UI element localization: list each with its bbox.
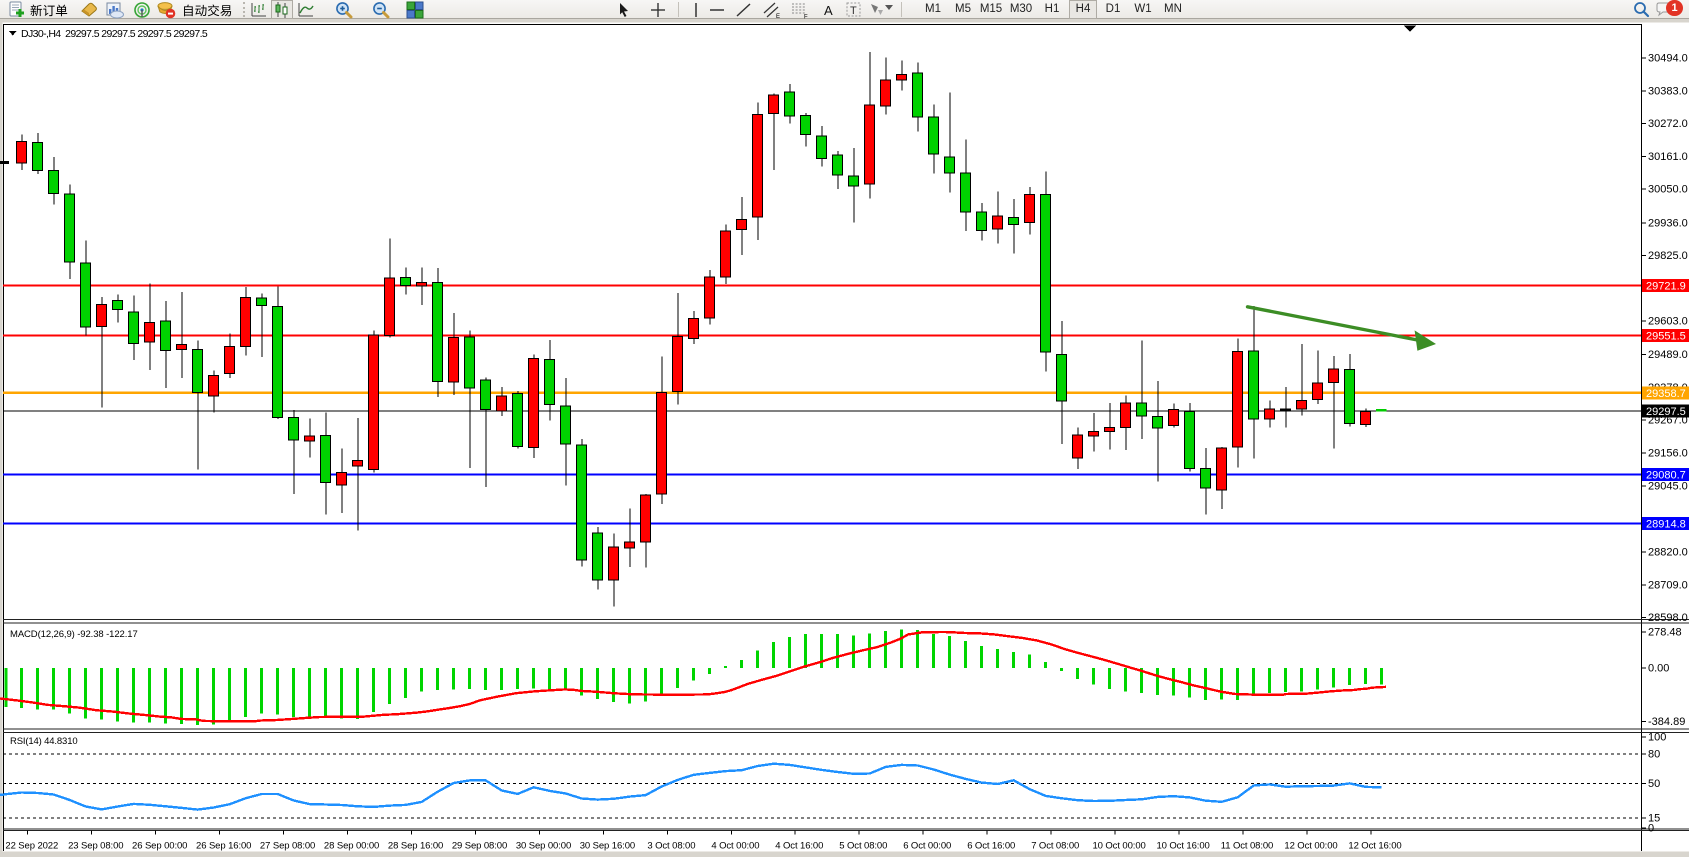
- svg-text:RSI(14) 44.8310: RSI(14) 44.8310: [10, 736, 77, 747]
- svg-text:11 Oct 08:00: 11 Oct 08:00: [1221, 841, 1274, 852]
- svg-text:28914.8: 28914.8: [1646, 519, 1686, 531]
- svg-text:15: 15: [1648, 813, 1660, 825]
- svg-text:50: 50: [1648, 778, 1660, 790]
- svg-text:30272.0: 30272.0: [1648, 118, 1688, 130]
- svg-text:278.48: 278.48: [1648, 627, 1682, 639]
- svg-text:29489.0: 29489.0: [1648, 349, 1688, 361]
- svg-text:80: 80: [1648, 748, 1660, 760]
- svg-text:MACD(12,26,9) -92.38 -122.17: MACD(12,26,9) -92.38 -122.17: [10, 629, 138, 640]
- svg-text:T: T: [850, 5, 857, 17]
- svg-text:29825.0: 29825.0: [1648, 250, 1688, 262]
- svg-text:22 Sep 2022: 22 Sep 2022: [5, 841, 58, 852]
- svg-text:29603.0: 29603.0: [1648, 316, 1688, 328]
- svg-text:10 Oct 00:00: 10 Oct 00:00: [1092, 841, 1145, 852]
- svg-text:12 Oct 00:00: 12 Oct 00:00: [1284, 841, 1337, 852]
- svg-text:26 Sep 16:00: 26 Sep 16:00: [196, 841, 251, 852]
- svg-text:29 Sep 08:00: 29 Sep 08:00: [452, 841, 507, 852]
- svg-text:28 Sep 16:00: 28 Sep 16:00: [388, 841, 443, 852]
- svg-text:3 Oct 08:00: 3 Oct 08:00: [647, 841, 695, 852]
- svg-text:DJ30-,H4 29297.5 29297.5 2929: DJ30-,H4 29297.5 29297.5 29297.5 29297.5: [21, 28, 208, 40]
- svg-text:F: F: [804, 15, 808, 20]
- svg-text:28709.0: 28709.0: [1648, 580, 1688, 592]
- svg-text:10 Oct 16:00: 10 Oct 16:00: [1156, 841, 1209, 852]
- svg-text:0: 0: [1648, 823, 1654, 835]
- svg-text:0.00: 0.00: [1648, 663, 1669, 675]
- svg-text:29297.5: 29297.5: [1646, 406, 1686, 418]
- svg-text:29721.9: 29721.9: [1646, 281, 1686, 293]
- svg-text:6 Oct 16:00: 6 Oct 16:00: [967, 841, 1015, 852]
- svg-text:7 Oct 08:00: 7 Oct 08:00: [1031, 841, 1079, 852]
- svg-text:30383.0: 30383.0: [1648, 85, 1688, 97]
- svg-text:30494.0: 30494.0: [1648, 53, 1688, 65]
- svg-text:28820.0: 28820.0: [1648, 547, 1688, 559]
- svg-text:29358.7: 29358.7: [1646, 388, 1686, 400]
- svg-text:30161.0: 30161.0: [1648, 151, 1688, 163]
- svg-text:30 Sep 16:00: 30 Sep 16:00: [580, 841, 635, 852]
- svg-text:5 Oct 08:00: 5 Oct 08:00: [839, 841, 887, 852]
- svg-text:29045.0: 29045.0: [1648, 480, 1688, 492]
- svg-text:12 Oct 16:00: 12 Oct 16:00: [1348, 841, 1401, 852]
- svg-text:29551.5: 29551.5: [1646, 331, 1686, 343]
- svg-text:27 Sep 08:00: 27 Sep 08:00: [260, 841, 315, 852]
- svg-text:6 Oct 00:00: 6 Oct 00:00: [903, 841, 951, 852]
- svg-text:30050.0: 30050.0: [1648, 184, 1688, 196]
- svg-text:-384.89: -384.89: [1648, 716, 1685, 728]
- svg-text:4 Oct 00:00: 4 Oct 00:00: [711, 841, 759, 852]
- svg-text:26 Sep 00:00: 26 Sep 00:00: [132, 841, 187, 852]
- svg-text:29156.0: 29156.0: [1648, 448, 1688, 460]
- svg-text:28 Sep 00:00: 28 Sep 00:00: [324, 841, 379, 852]
- svg-text:30 Sep 00:00: 30 Sep 00:00: [516, 841, 571, 852]
- svg-text:28598.0: 28598.0: [1648, 612, 1688, 624]
- svg-text:4 Oct 16:00: 4 Oct 16:00: [775, 841, 823, 852]
- svg-text:29080.7: 29080.7: [1646, 470, 1686, 482]
- svg-text:29267.0: 29267.0: [1648, 415, 1688, 427]
- svg-text:100: 100: [1648, 732, 1666, 744]
- svg-text:23 Sep 08:00: 23 Sep 08:00: [68, 841, 123, 852]
- svg-text:29936.0: 29936.0: [1648, 217, 1688, 229]
- svg-text:E: E: [776, 14, 780, 19]
